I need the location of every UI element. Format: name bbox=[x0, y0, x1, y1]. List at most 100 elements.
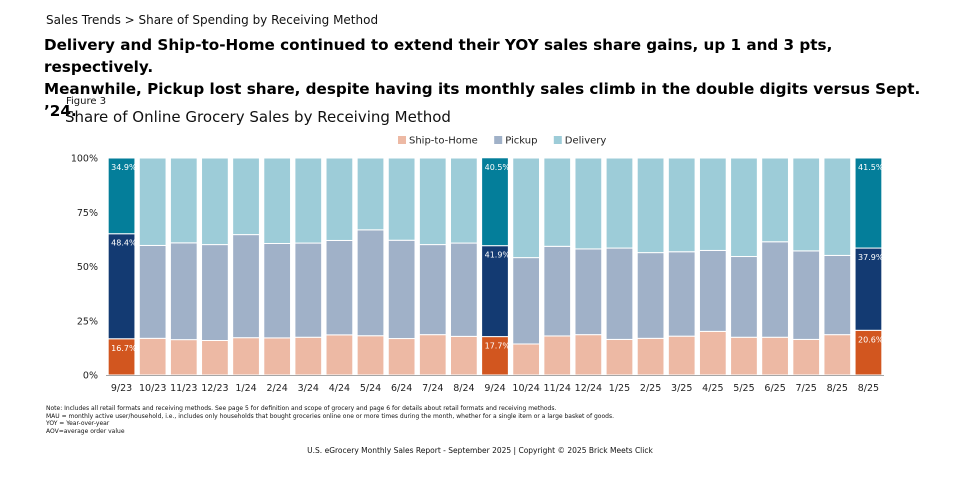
bar-segment-pickup bbox=[263, 242, 292, 339]
data-label: 17.7% bbox=[485, 342, 511, 351]
note-line-3: YOY = Year-over-year bbox=[46, 420, 110, 428]
bar-segment-ship-to-home bbox=[730, 336, 758, 376]
y-tick-label: 75% bbox=[77, 208, 98, 219]
bar-segment-ship-to-home bbox=[792, 338, 821, 376]
bar-segment-delivery bbox=[761, 157, 789, 243]
bar-segment-delivery bbox=[263, 157, 292, 244]
bar-segment-ship-to-home bbox=[605, 338, 634, 376]
data-label: 41.9% bbox=[485, 251, 511, 260]
y-tick-label: 100% bbox=[71, 154, 98, 165]
bar-segment-pickup bbox=[387, 239, 416, 340]
bar-segment-ship-to-home bbox=[356, 335, 385, 376]
bar-segment-pickup bbox=[543, 245, 572, 337]
bar-segment-ship-to-home bbox=[107, 338, 136, 376]
headline-line-1: Delivery and Ship-to-Home continued to e… bbox=[44, 36, 833, 76]
bar-segment-ship-to-home bbox=[823, 334, 852, 376]
bar-segment-ship-to-home bbox=[698, 330, 727, 376]
figure-label: Figure 3 bbox=[66, 96, 107, 107]
data-label: 48.4% bbox=[111, 239, 137, 248]
bar-segment-delivery bbox=[169, 157, 198, 244]
x-tick-label: 8/25 bbox=[858, 383, 879, 394]
bar-segment-pickup bbox=[730, 256, 758, 338]
data-label: 40.5% bbox=[485, 163, 511, 172]
data-label: 16.7% bbox=[111, 344, 137, 353]
bar-segment-delivery bbox=[512, 157, 541, 259]
bar-segment-pickup bbox=[232, 234, 260, 339]
bar-segment-ship-to-home bbox=[263, 337, 292, 376]
x-tick-label: 6/24 bbox=[391, 383, 412, 394]
x-tick-label: 12/23 bbox=[201, 383, 228, 394]
data-label: 20.6% bbox=[858, 335, 884, 344]
x-tick-label: 2/24 bbox=[266, 383, 287, 394]
bar-segment-pickup bbox=[449, 242, 478, 337]
note-line-2: MAU = monthly active user/household, i.e… bbox=[46, 412, 614, 420]
bar-segment-pickup bbox=[792, 250, 821, 340]
bar-segment-delivery bbox=[201, 157, 229, 246]
bar-segment-ship-to-home bbox=[294, 336, 323, 376]
bar-segment-ship-to-home bbox=[512, 343, 541, 376]
bar-segment-delivery bbox=[698, 157, 727, 251]
bar-segment-ship-to-home bbox=[543, 335, 572, 376]
data-label: 34.9% bbox=[111, 163, 137, 172]
x-tick-label: 11/24 bbox=[544, 383, 571, 394]
y-tick-label: 25% bbox=[77, 316, 98, 327]
bar-segment-pickup bbox=[698, 249, 727, 332]
x-tick-label: 8/24 bbox=[453, 383, 474, 394]
bar-segment-delivery bbox=[605, 157, 634, 249]
x-tick-label: 5/24 bbox=[360, 383, 381, 394]
bar-segment-delivery bbox=[574, 157, 603, 250]
x-tick-label: 1/25 bbox=[609, 383, 630, 394]
bar-segment-delivery bbox=[356, 157, 385, 231]
legend-swatch-pickup bbox=[494, 136, 503, 144]
headline-line-2: Meanwhile, Pickup lost share, despite ha… bbox=[44, 80, 921, 120]
bar-segment-delivery bbox=[667, 157, 696, 253]
y-tick-label: 50% bbox=[77, 262, 98, 273]
x-tick-label: 6/25 bbox=[764, 383, 785, 394]
x-tick-label: 4/25 bbox=[702, 383, 723, 394]
data-label: 41.5% bbox=[858, 163, 884, 172]
bar-segment-delivery bbox=[730, 157, 758, 258]
bar-segment-delivery bbox=[823, 157, 852, 256]
bar-segment-ship-to-home bbox=[325, 334, 354, 376]
bar-segment-pickup bbox=[169, 242, 198, 341]
bar-segment-ship-to-home bbox=[418, 334, 447, 376]
bar-segment-ship-to-home bbox=[449, 335, 478, 376]
x-tick-label: 3/25 bbox=[671, 383, 692, 394]
note-line-4: AOV=average order value bbox=[46, 427, 125, 435]
bar-segment-ship-to-home bbox=[481, 336, 509, 376]
bar-segment-delivery bbox=[543, 157, 572, 247]
bar-segment-pickup bbox=[512, 257, 541, 345]
x-tick-label: 5/25 bbox=[733, 383, 754, 394]
x-tick-label: 2/25 bbox=[640, 383, 661, 394]
bar-segment-delivery bbox=[325, 157, 354, 241]
x-tick-label: 4/24 bbox=[329, 383, 350, 394]
bar-segment-pickup bbox=[325, 239, 354, 336]
footer: U.S. eGrocery Monthly Sales Report - Sep… bbox=[307, 446, 653, 455]
bar-segment-delivery bbox=[636, 157, 665, 254]
bar-segment-pickup bbox=[761, 241, 789, 338]
x-tick-label: 7/25 bbox=[796, 383, 817, 394]
x-tick-label: 9/24 bbox=[484, 383, 505, 394]
bar-segment-delivery bbox=[449, 157, 478, 244]
x-tick-label: 11/23 bbox=[170, 383, 197, 394]
bar-segment-ship-to-home bbox=[636, 337, 665, 376]
bar-segment-delivery bbox=[294, 157, 323, 244]
bar-segment-delivery bbox=[418, 157, 447, 246]
breadcrumb: Sales Trends > Share of Spending by Rece… bbox=[46, 13, 379, 27]
bar-segment-delivery bbox=[481, 157, 509, 247]
x-tick-label: 8/25 bbox=[827, 383, 848, 394]
x-tick-label: 7/24 bbox=[422, 383, 443, 394]
y-tick-label: 0% bbox=[83, 371, 98, 382]
bar-segment-pickup bbox=[823, 254, 852, 336]
bar-segment-pickup bbox=[854, 247, 883, 331]
x-tick-label: 12/24 bbox=[575, 383, 602, 394]
bar-segment-ship-to-home bbox=[761, 336, 789, 376]
bar-segment-ship-to-home bbox=[201, 339, 229, 376]
bar-segment-delivery bbox=[232, 157, 260, 236]
bar-segment-pickup bbox=[574, 248, 603, 336]
x-tick-label: 10/24 bbox=[512, 383, 539, 394]
bar-segment-ship-to-home bbox=[138, 337, 167, 376]
bar-segment-ship-to-home bbox=[574, 334, 603, 376]
bar-segment-pickup bbox=[605, 247, 634, 340]
